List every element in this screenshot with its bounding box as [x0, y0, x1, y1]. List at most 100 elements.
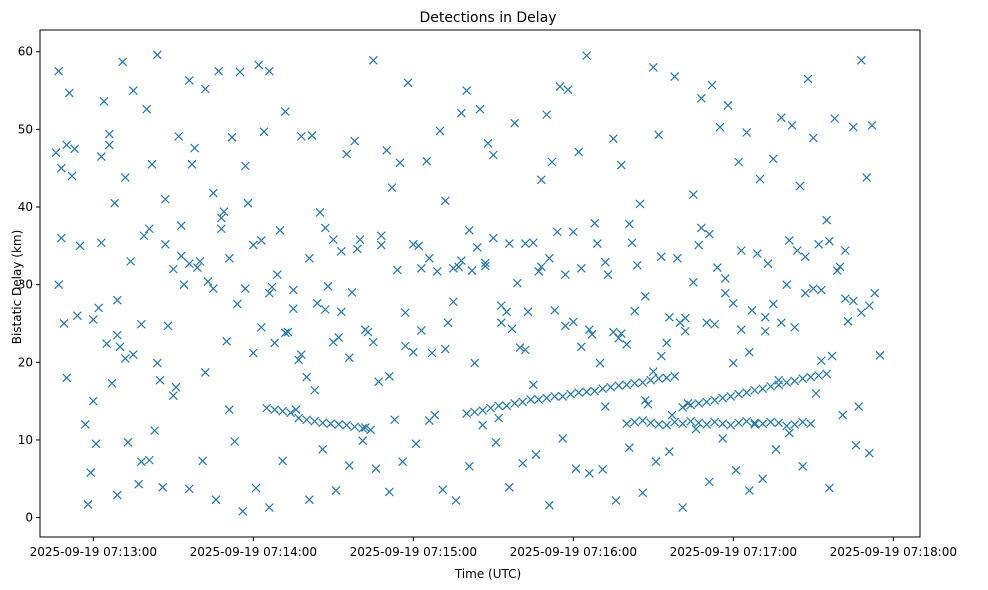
data-point-marker	[835, 262, 845, 272]
data-point-marker	[608, 134, 618, 144]
data-point-marker	[803, 74, 813, 84]
data-point-marker	[744, 347, 754, 357]
data-point-marker	[315, 208, 325, 217]
data-point-marker	[56, 163, 66, 173]
data-point-marker	[795, 181, 805, 191]
data-point-marker	[742, 128, 752, 137]
data-point-marker	[574, 147, 584, 157]
data-point-marker	[270, 338, 280, 348]
data-point-marker	[54, 66, 64, 76]
data-point-marker	[480, 261, 490, 271]
data-point-marker	[523, 307, 533, 317]
data-point-marker	[534, 395, 544, 404]
data-point-marker	[768, 154, 778, 164]
data-point-marker	[840, 246, 850, 255]
data-point-marker	[403, 78, 413, 88]
data-point-marker	[104, 129, 114, 139]
data-point-marker	[75, 241, 85, 251]
data-point-marker	[472, 242, 482, 252]
data-point-marker	[107, 378, 117, 388]
data-point-marker	[96, 152, 106, 161]
data-point-marker	[531, 450, 541, 460]
data-point-marker	[526, 395, 536, 404]
data-point-marker	[96, 238, 106, 248]
data-point-marker	[598, 465, 608, 474]
y-tick-label: 20	[18, 355, 33, 369]
data-point-marker	[112, 295, 122, 305]
data-point-marker	[190, 143, 200, 153]
data-point-marker	[654, 130, 664, 140]
x-tick-label: 2025-09-19 07:14:00	[190, 545, 317, 559]
data-point-marker	[232, 299, 242, 309]
data-point-marker	[211, 495, 221, 505]
data-point-marker	[152, 358, 162, 368]
data-point-marker	[432, 267, 442, 276]
y-tick-label: 40	[18, 200, 33, 214]
data-point-marker	[176, 251, 186, 261]
data-point-marker	[800, 288, 810, 298]
data-point-marker	[486, 403, 496, 413]
data-point-marker	[710, 417, 720, 427]
data-point-marker	[462, 86, 472, 95]
data-point-marker	[264, 503, 274, 512]
y-tick-label: 60	[18, 45, 33, 59]
data-point-marker	[528, 380, 538, 390]
data-point-marker	[515, 343, 525, 352]
data-point-marker	[648, 367, 658, 377]
data-point-marker	[726, 420, 736, 430]
data-point-marker	[136, 457, 146, 467]
x-tick-label: 2025-09-19 07:16:00	[510, 545, 637, 559]
data-point-marker	[518, 397, 528, 407]
data-point-marker	[672, 253, 682, 263]
data-point-marker	[600, 257, 610, 267]
data-point-marker	[416, 326, 426, 335]
data-point-marker	[222, 336, 232, 346]
data-point-marker	[152, 50, 162, 60]
data-point-marker	[294, 355, 304, 365]
data-point-marker	[808, 284, 818, 293]
data-point-marker	[171, 382, 181, 392]
data-point-marker	[758, 384, 768, 394]
data-point-marker	[622, 380, 632, 390]
data-point-marker	[736, 325, 746, 335]
data-point-marker	[123, 437, 133, 447]
data-point-marker	[416, 263, 426, 273]
data-point-marker	[696, 223, 706, 233]
data-point-marker	[256, 322, 266, 332]
data-point-marker	[654, 374, 664, 384]
data-point-marker	[494, 413, 504, 423]
data-point-marker	[456, 256, 466, 266]
data-point-marker	[448, 297, 458, 307]
data-point-marker	[488, 150, 498, 160]
data-point-marker	[320, 305, 330, 314]
data-point-marker	[822, 369, 832, 379]
data-point-marker	[478, 420, 488, 430]
data-point-marker	[454, 262, 464, 272]
data-point-marker	[790, 419, 800, 429]
data-point-marker	[638, 488, 648, 498]
data-point-marker	[414, 241, 424, 251]
data-point-marker	[702, 419, 712, 429]
data-point-marker	[662, 420, 672, 430]
data-point-marker	[342, 149, 352, 159]
data-point-marker	[155, 375, 165, 385]
data-point-marker	[558, 433, 568, 443]
data-point-marker	[502, 307, 512, 317]
data-point-marker	[707, 80, 717, 90]
data-point-marker	[694, 399, 704, 408]
data-point-marker	[686, 400, 696, 410]
data-point-marker	[291, 405, 301, 415]
data-point-marker	[776, 318, 786, 328]
data-point-marker	[302, 372, 312, 382]
data-point-marker	[312, 298, 322, 308]
data-point-marker	[848, 122, 858, 132]
data-point-marker	[798, 374, 808, 384]
data-point-marker	[390, 415, 400, 425]
data-point-marker	[678, 402, 688, 412]
data-point-marker	[608, 327, 618, 337]
data-point-marker	[678, 419, 688, 429]
data-point-marker	[318, 418, 328, 428]
data-point-marker	[94, 303, 104, 313]
data-point-marker	[464, 225, 474, 235]
data-point-marker	[200, 367, 210, 377]
